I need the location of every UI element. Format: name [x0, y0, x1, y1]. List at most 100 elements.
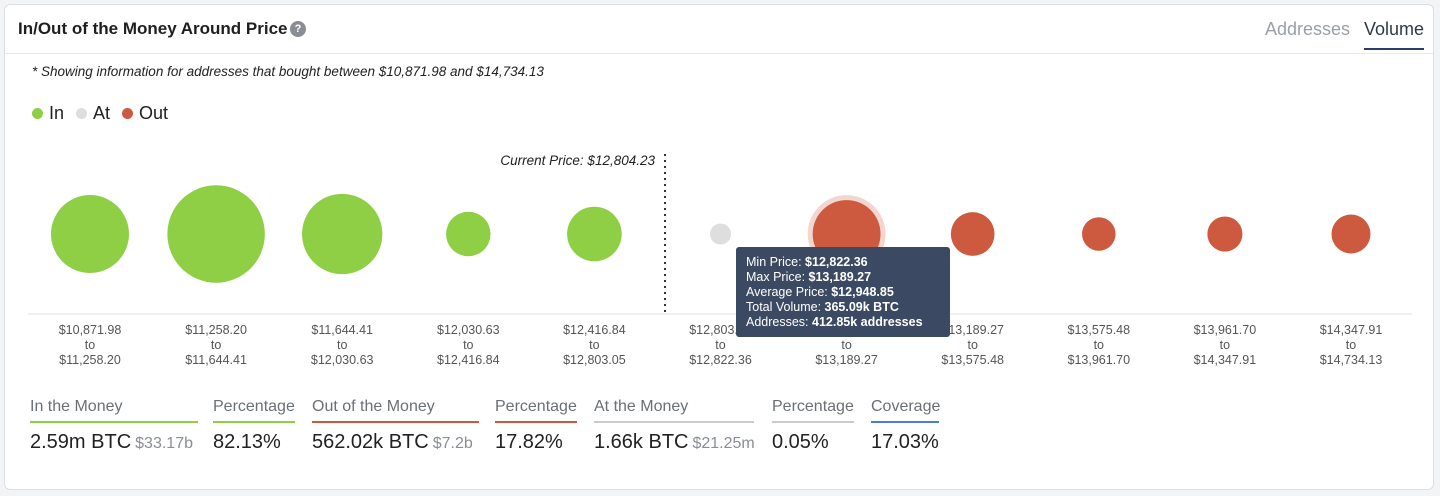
- cluster-range-label: $11,644.41: [185, 353, 247, 367]
- stat-coverage: Coverage 17.03%: [871, 398, 940, 454]
- cluster-range-label: $12,822.36: [689, 353, 752, 367]
- cluster-range-label: to: [841, 338, 851, 352]
- cluster-range-label: $13,575.48: [941, 353, 1004, 367]
- cluster-range-label: to: [85, 338, 95, 352]
- legend-dot-icon: [76, 108, 88, 119]
- tooltip-row: Min Price: $12,822.36: [746, 255, 940, 270]
- cluster-range-label: $10,871.98: [59, 323, 122, 337]
- tooltip-value: 412.85k addresses: [812, 315, 923, 329]
- cluster-bubble-5[interactable]: [567, 206, 622, 262]
- tooltip-value: $12,948.85: [831, 285, 894, 299]
- legend-label: In: [49, 103, 65, 123]
- cluster-bubble-9[interactable]: [1082, 217, 1116, 251]
- stat-value: 0.05%: [772, 431, 854, 454]
- cluster-range-label: $13,189.27: [815, 353, 878, 367]
- stat-main-value: 17.82%: [495, 431, 563, 453]
- tooltip-value: $13,189.27: [808, 270, 872, 284]
- cluster-range-label: to: [1220, 338, 1230, 352]
- cluster-range-label: to: [715, 338, 725, 352]
- cluster-range-label: $12,416.84: [563, 323, 626, 337]
- stat-main-value: 82.13%: [213, 431, 281, 453]
- cluster-range-label: $11,644.41: [311, 323, 373, 337]
- tooltip-label: Total Volume:: [746, 300, 825, 314]
- legend-dot-icon: [122, 108, 134, 119]
- active-tab-indicator: [1364, 48, 1424, 50]
- tooltip-row: Max Price: $13,189.27: [746, 270, 940, 285]
- cluster-range-label: $12,030.63: [437, 323, 500, 337]
- stat-main-value: 17.03%: [871, 431, 939, 453]
- stat-label: In the Money: [30, 398, 198, 423]
- cluster-bubble-4[interactable]: [446, 211, 491, 257]
- stat-percentage: Percentage 17.82%: [495, 398, 577, 454]
- cluster-bubble-11[interactable]: [1331, 214, 1371, 254]
- legend-item-out[interactable]: Out: [122, 103, 168, 124]
- question-circle-icon[interactable]: ?: [290, 21, 306, 37]
- chart-legend: In At Out: [32, 103, 180, 124]
- stat-sub-value: $21.25m: [692, 435, 755, 452]
- cluster-range-label: $12,416.84: [437, 353, 500, 367]
- cluster-range-label: to: [1346, 338, 1356, 352]
- bubble-chart: Current Price: $12,804.23$10,871.98to$11…: [28, 153, 1412, 367]
- cluster-range-label: $11,258.20: [59, 353, 121, 367]
- cluster-bubble-6[interactable]: [709, 223, 732, 245]
- range-note: * Showing information for addresses that…: [32, 64, 544, 79]
- cluster-range-label: to: [1094, 338, 1104, 352]
- cluster-range-label: to: [589, 338, 599, 352]
- tooltip-label: Min Price:: [746, 255, 806, 269]
- stat-label: Coverage: [871, 398, 940, 423]
- stat-value: 2.59m BTC $33.17b: [30, 431, 198, 454]
- tooltip-value: 365.09k BTC: [824, 300, 899, 314]
- tooltip-label: Max Price:: [746, 270, 809, 284]
- cluster-tooltip: Min Price: $12,822.36 Max Price: $13,189.…: [736, 247, 950, 337]
- stat-percentage: Percentage 82.13%: [213, 398, 295, 454]
- cluster-range-label: $14,347.91: [1194, 353, 1257, 367]
- card-header: In/Out of the Money Around Price ? Addre…: [5, 5, 1433, 54]
- stat-sub-value: $33.17b: [135, 435, 193, 452]
- legend-label: At: [93, 103, 111, 123]
- stat-main-value: 562.02k BTC: [312, 431, 429, 453]
- cluster-bubble-3[interactable]: [302, 193, 383, 275]
- stat-main-value: 1.66k BTC: [594, 431, 689, 453]
- cluster-range-label: $13,961.70: [1068, 353, 1131, 367]
- legend-item-at[interactable]: At: [76, 103, 110, 124]
- stat-label: Percentage: [213, 398, 295, 423]
- tab-addresses[interactable]: Addresses: [1265, 19, 1351, 39]
- cluster-range-label: $14,734.13: [1320, 353, 1383, 367]
- stat-label: Percentage: [772, 398, 854, 423]
- stat-value: 17.82%: [495, 431, 577, 454]
- cluster-range-label: $11,258.20: [185, 323, 247, 337]
- tooltip-label: Average Price:: [746, 285, 832, 299]
- stat-in-the-money: In the Money 2.59m BTC $33.17b: [30, 398, 198, 454]
- stat-at-the-money: At the Money 1.66k BTC $21.25m: [594, 398, 755, 454]
- tooltip-row: Average Price: $12,948.85: [746, 285, 940, 300]
- stat-main-value: 0.05%: [772, 431, 829, 453]
- card-title: In/Out of the Money Around Price: [18, 19, 288, 38]
- cluster-bubble-1[interactable]: [51, 195, 129, 273]
- cluster-bubble-8[interactable]: [950, 212, 995, 256]
- tooltip-value: $12,822.36: [805, 255, 868, 269]
- current-price-label: Current Price: $12,804.23: [500, 153, 655, 168]
- stat-label: Percentage: [495, 398, 577, 423]
- cluster-range-label: $14,347.91: [1320, 323, 1383, 337]
- stat-sub-value: $7.2b: [432, 435, 473, 452]
- tooltip-row: Total Volume: 365.09k BTC: [746, 300, 940, 315]
- cluster-range-label: $13,575.48: [1068, 323, 1131, 337]
- stat-percentage: Percentage 0.05%: [772, 398, 854, 454]
- tab-volume[interactable]: Volume: [1364, 19, 1425, 39]
- stat-label: At the Money: [594, 398, 754, 423]
- cluster-range-label: $13,961.70: [1194, 323, 1257, 337]
- cluster-range-label: $13,189.27: [941, 323, 1004, 337]
- cluster-range-label: to: [211, 338, 221, 352]
- cluster-range-label: to: [967, 338, 977, 352]
- legend-item-in[interactable]: In: [32, 103, 64, 124]
- legend-label: Out: [139, 103, 169, 123]
- stat-main-value: 2.59m BTC: [30, 431, 132, 453]
- stat-label: Out of the Money: [312, 398, 479, 423]
- stat-value: 562.02k BTC $7.2b: [312, 431, 479, 454]
- cluster-range-label: $12,030.63: [311, 353, 374, 367]
- cluster-range-label: $12,803.05: [563, 353, 626, 367]
- cluster-range-label: to: [463, 338, 473, 352]
- cluster-bubble-2[interactable]: [167, 185, 265, 283]
- cluster-range-label: to: [337, 338, 347, 352]
- cluster-bubble-10[interactable]: [1207, 216, 1243, 252]
